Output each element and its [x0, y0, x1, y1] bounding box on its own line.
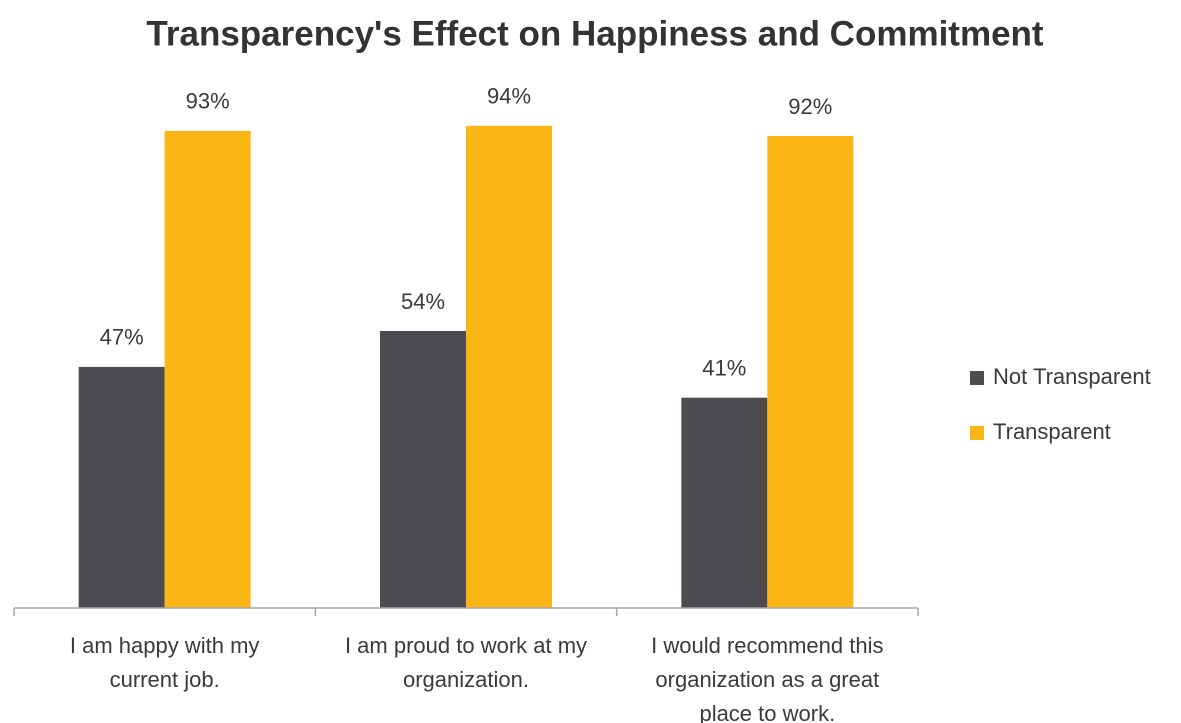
data-label: 94%	[487, 84, 531, 109]
x-tick-label: I would recommend this organization as a …	[651, 633, 883, 723]
bar	[466, 125, 552, 608]
bar	[164, 130, 251, 608]
bar	[78, 366, 165, 608]
legend-label: Not Transparent	[993, 364, 1151, 389]
x-tick-label: I am happy with my current job.	[70, 633, 260, 692]
legend-label: Transparent	[993, 419, 1111, 444]
data-label: 54%	[401, 289, 445, 314]
bar	[380, 330, 466, 608]
x-tick-label: I am proud to work at my organization.	[345, 633, 587, 692]
data-label: 92%	[788, 94, 832, 119]
bar	[681, 397, 768, 608]
data-label: 41%	[702, 355, 746, 380]
bar	[767, 136, 854, 609]
legend-swatch	[970, 426, 984, 440]
chart-title: Transparency's Effect on Happiness and C…	[146, 14, 1043, 53]
data-label: 47%	[100, 325, 144, 350]
data-label: 93%	[186, 89, 230, 114]
legend-swatch	[970, 371, 984, 385]
